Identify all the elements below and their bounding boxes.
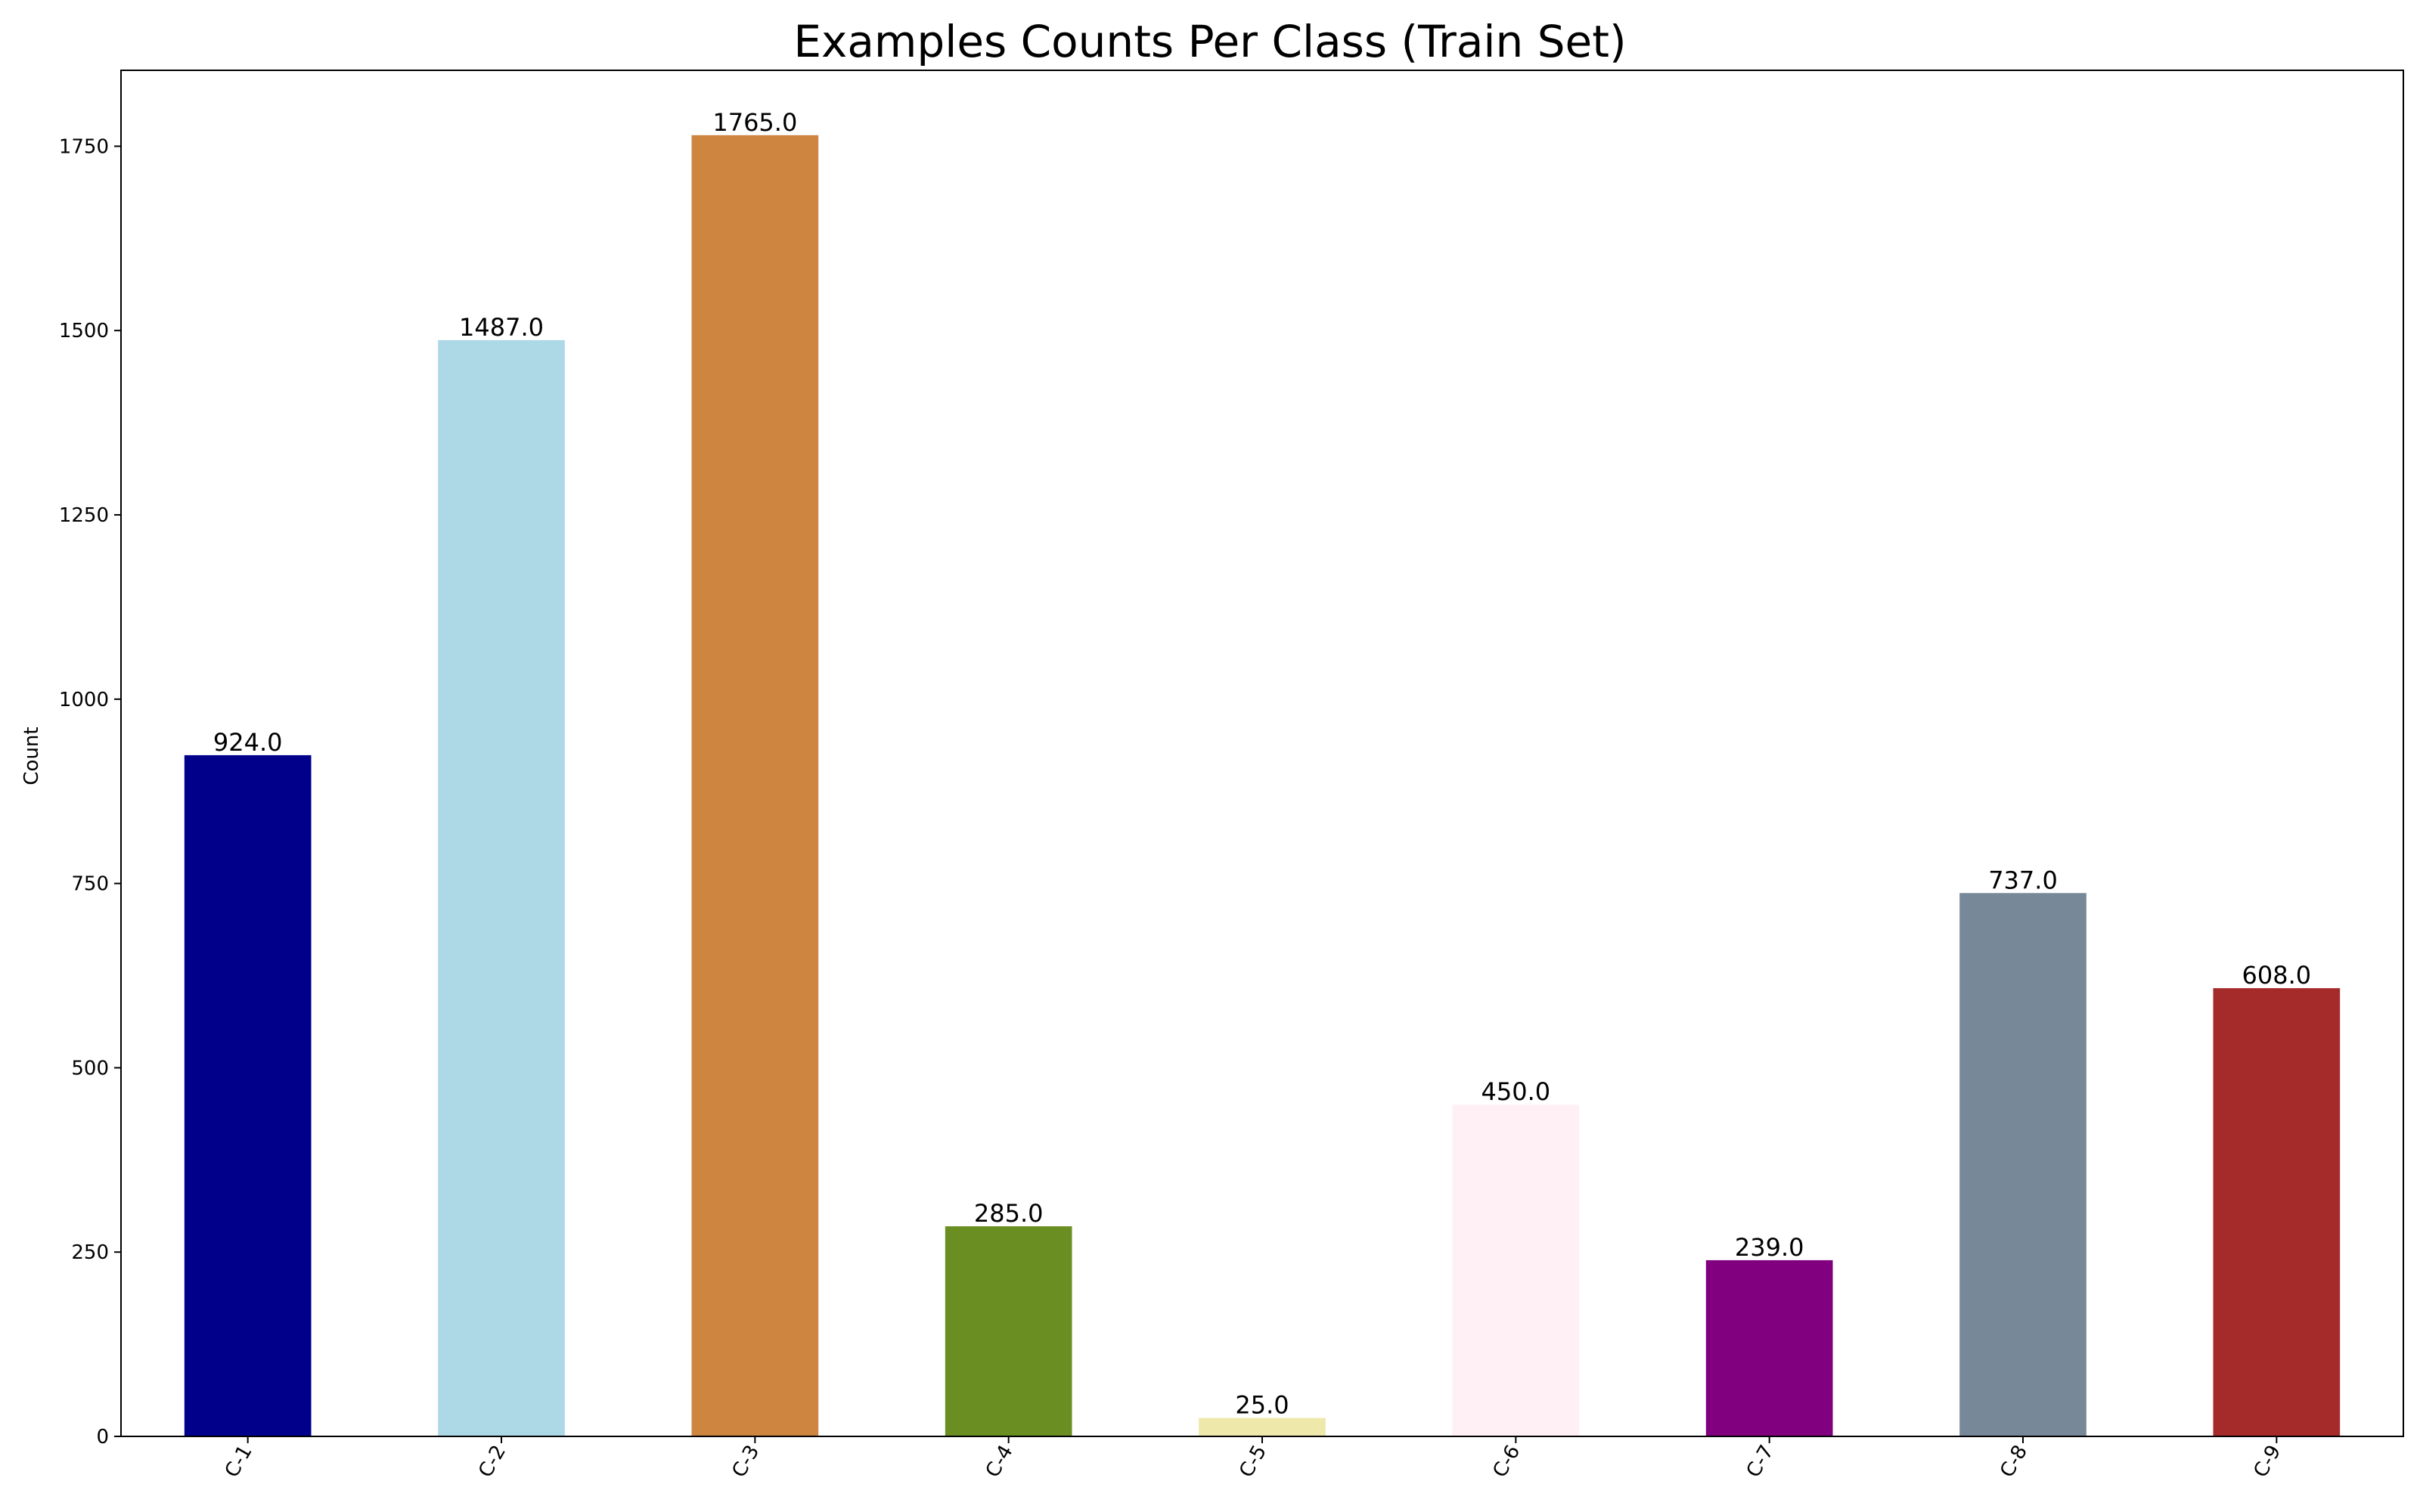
y-tick-label: 1500 (59, 320, 109, 342)
data-label-c-5: 25.0 (1235, 1391, 1289, 1420)
bar-c-9 (2213, 988, 2341, 1436)
data-label-c-1: 924.0 (213, 728, 283, 757)
bar-c-6 (1452, 1105, 1580, 1436)
y-tick-label: 0 (96, 1426, 109, 1448)
data-label-c-6: 450.0 (1481, 1077, 1551, 1106)
y-tick-label: 500 (71, 1057, 109, 1080)
data-label-c-2: 1487.0 (459, 313, 544, 342)
bar-c-3 (691, 135, 819, 1436)
chart-title: Examples Counts Per Class (Train Set) (793, 16, 1626, 67)
bar-c-4 (945, 1226, 1072, 1436)
bar-c-2 (438, 339, 565, 1436)
data-label-c-8: 737.0 (1988, 866, 2058, 894)
data-label-c-9: 608.0 (2242, 961, 2312, 990)
bar-c-7 (1705, 1259, 1833, 1436)
bar-c-8 (1959, 893, 2086, 1436)
data-label-c-7: 239.0 (1735, 1233, 1804, 1262)
y-tick-label: 750 (71, 873, 109, 896)
bar-c-1 (184, 754, 312, 1436)
bar-c-5 (1199, 1418, 1326, 1436)
data-label-c-4: 285.0 (974, 1199, 1044, 1228)
data-label-c-3: 1765.0 (712, 108, 797, 137)
y-tick-label: 250 (71, 1241, 109, 1264)
axes-frame (120, 70, 2404, 1437)
y-tick-label: 1000 (59, 689, 109, 711)
y-axis-label: Count (20, 727, 43, 785)
y-tick-label: 1250 (59, 504, 109, 527)
y-tick-label: 1750 (59, 135, 109, 158)
